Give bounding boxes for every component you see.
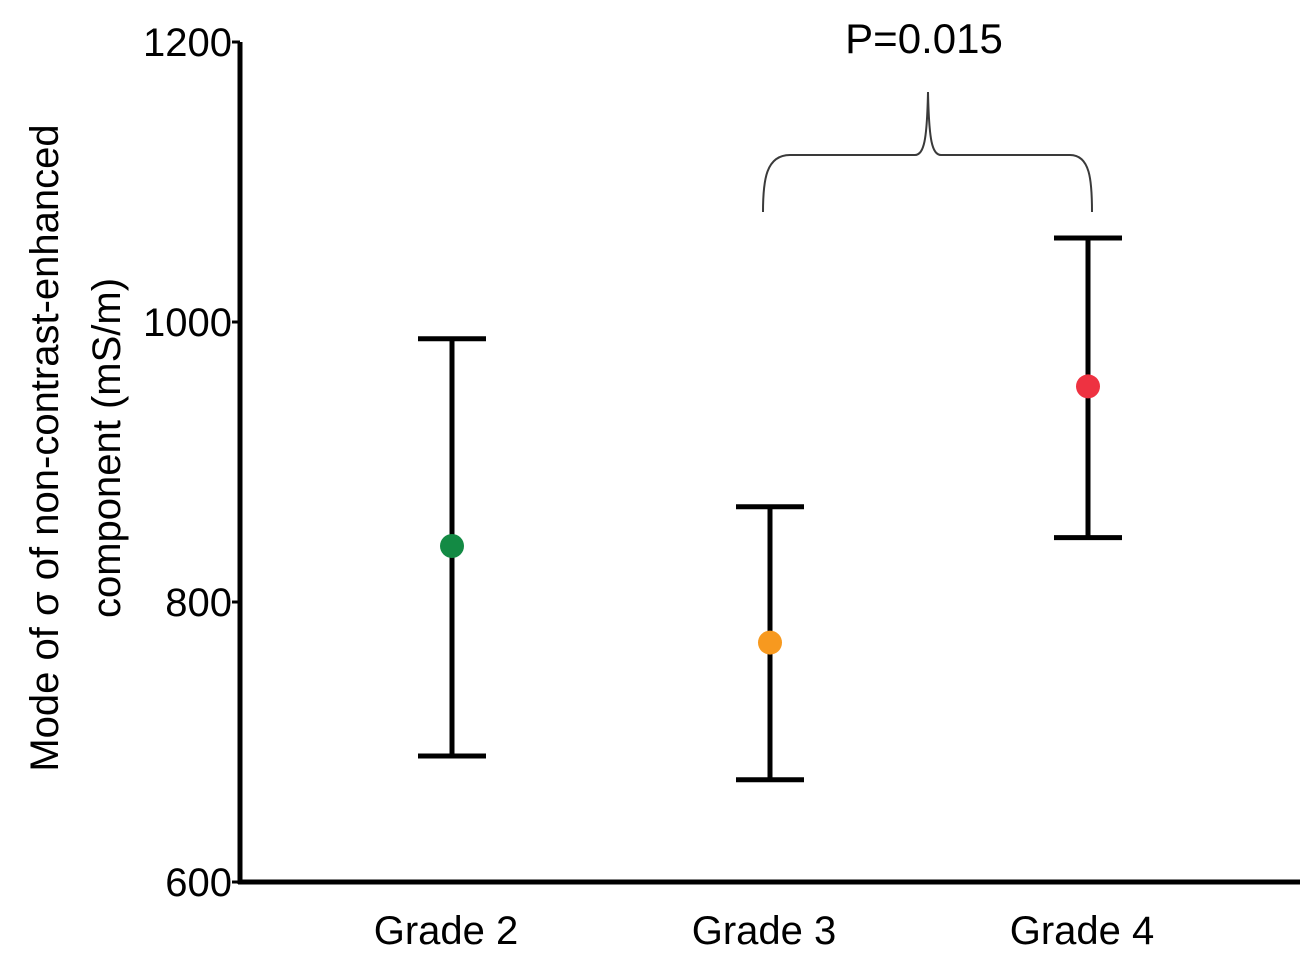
y-tick-label: 800 — [165, 581, 232, 625]
data-point — [758, 630, 782, 655]
significance-bracket — [762, 91, 1093, 213]
y-tick-label: 1000 — [143, 301, 232, 345]
p-value-label: P=0.015 — [845, 15, 1003, 62]
y-axis-title-line1: Mode of σ of non-contrast-enhanced — [23, 124, 67, 771]
y-tick-label: 600 — [165, 861, 232, 905]
data-point — [1076, 374, 1100, 399]
y-axis-title-line2: component (mS/m) — [85, 278, 129, 618]
x-category-label: Grade 3 — [692, 909, 837, 953]
y-tick-label: 1200 — [143, 21, 232, 65]
x-category-label: Grade 2 — [374, 909, 519, 953]
x-category-label: Grade 4 — [1010, 909, 1155, 953]
data-point — [440, 534, 464, 558]
